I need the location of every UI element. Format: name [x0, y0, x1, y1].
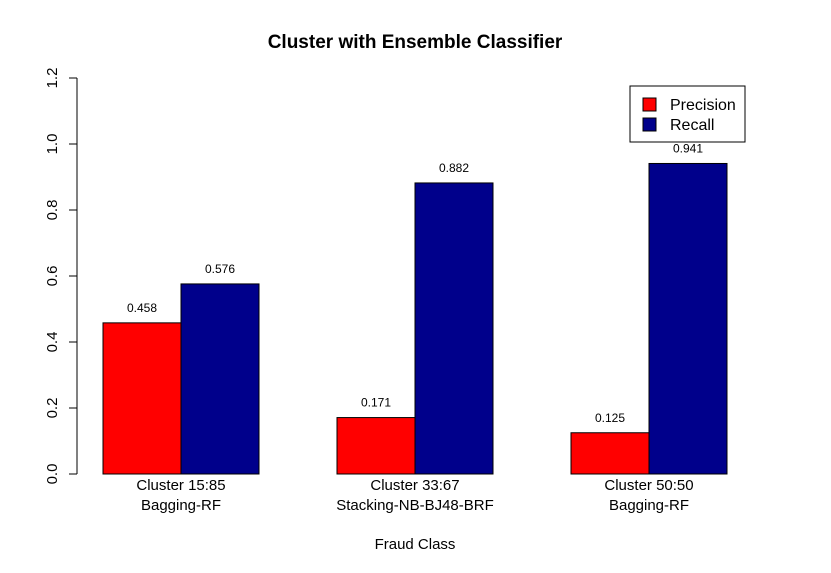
x-axis-label: Fraud Class: [375, 536, 456, 553]
legend-label-recall: Recall: [670, 117, 714, 134]
legend-label-precision: Precision: [670, 97, 736, 114]
legend-swatch-recall: [642, 117, 657, 132]
chart-title: Cluster with Ensemble Classifier: [268, 32, 563, 53]
legend-swatch-precision: [642, 97, 657, 112]
category-labels: Cluster 15:85 Bagging-RF Cluster 33:67 Stac…: [136, 477, 693, 514]
bar-recall: [180, 283, 260, 475]
y-tick-label: 0.4: [44, 332, 61, 353]
bar-precision: [570, 432, 650, 475]
y-tick-label: 1.0: [44, 134, 61, 155]
legend-box: [629, 85, 746, 143]
y-tick-label: 0.6: [44, 266, 61, 287]
bars: 0.458 0.171 0.125 0.576 0.882 0.941: [102, 141, 728, 475]
bar-recall: [648, 162, 728, 475]
y-tick-label: 1.2: [44, 68, 61, 89]
bar-precision: [336, 417, 416, 475]
y-tick-label: 0.2: [44, 398, 61, 419]
bar-value-label: 0.125: [595, 411, 625, 425]
category-label: Bagging-RF: [609, 497, 689, 514]
y-tick-label: 0.8: [44, 200, 61, 221]
bar-value-label: 0.458: [127, 301, 157, 315]
bar-value-label: 0.576: [205, 262, 235, 276]
bar-recall: [414, 182, 494, 475]
bar-value-label: 0.882: [439, 161, 469, 175]
category-label: Cluster 50:50: [604, 477, 693, 494]
category-label: Bagging-RF: [141, 497, 221, 514]
category-label: Cluster 15:85: [136, 477, 225, 494]
y-tick-label: 0.0: [44, 464, 61, 485]
bar-value-label: 0.941: [673, 141, 703, 155]
y-axis: 0.0 0.2 0.4 0.6 0.8 1.0 1.2: [44, 68, 78, 485]
category-label: Cluster 33:67: [370, 477, 459, 494]
legend: Precision Recall: [629, 85, 746, 143]
bar-precision: [102, 322, 182, 475]
bar-value-label: 0.171: [361, 396, 391, 410]
category-label: Stacking-NB-BJ48-BRF: [336, 497, 494, 514]
